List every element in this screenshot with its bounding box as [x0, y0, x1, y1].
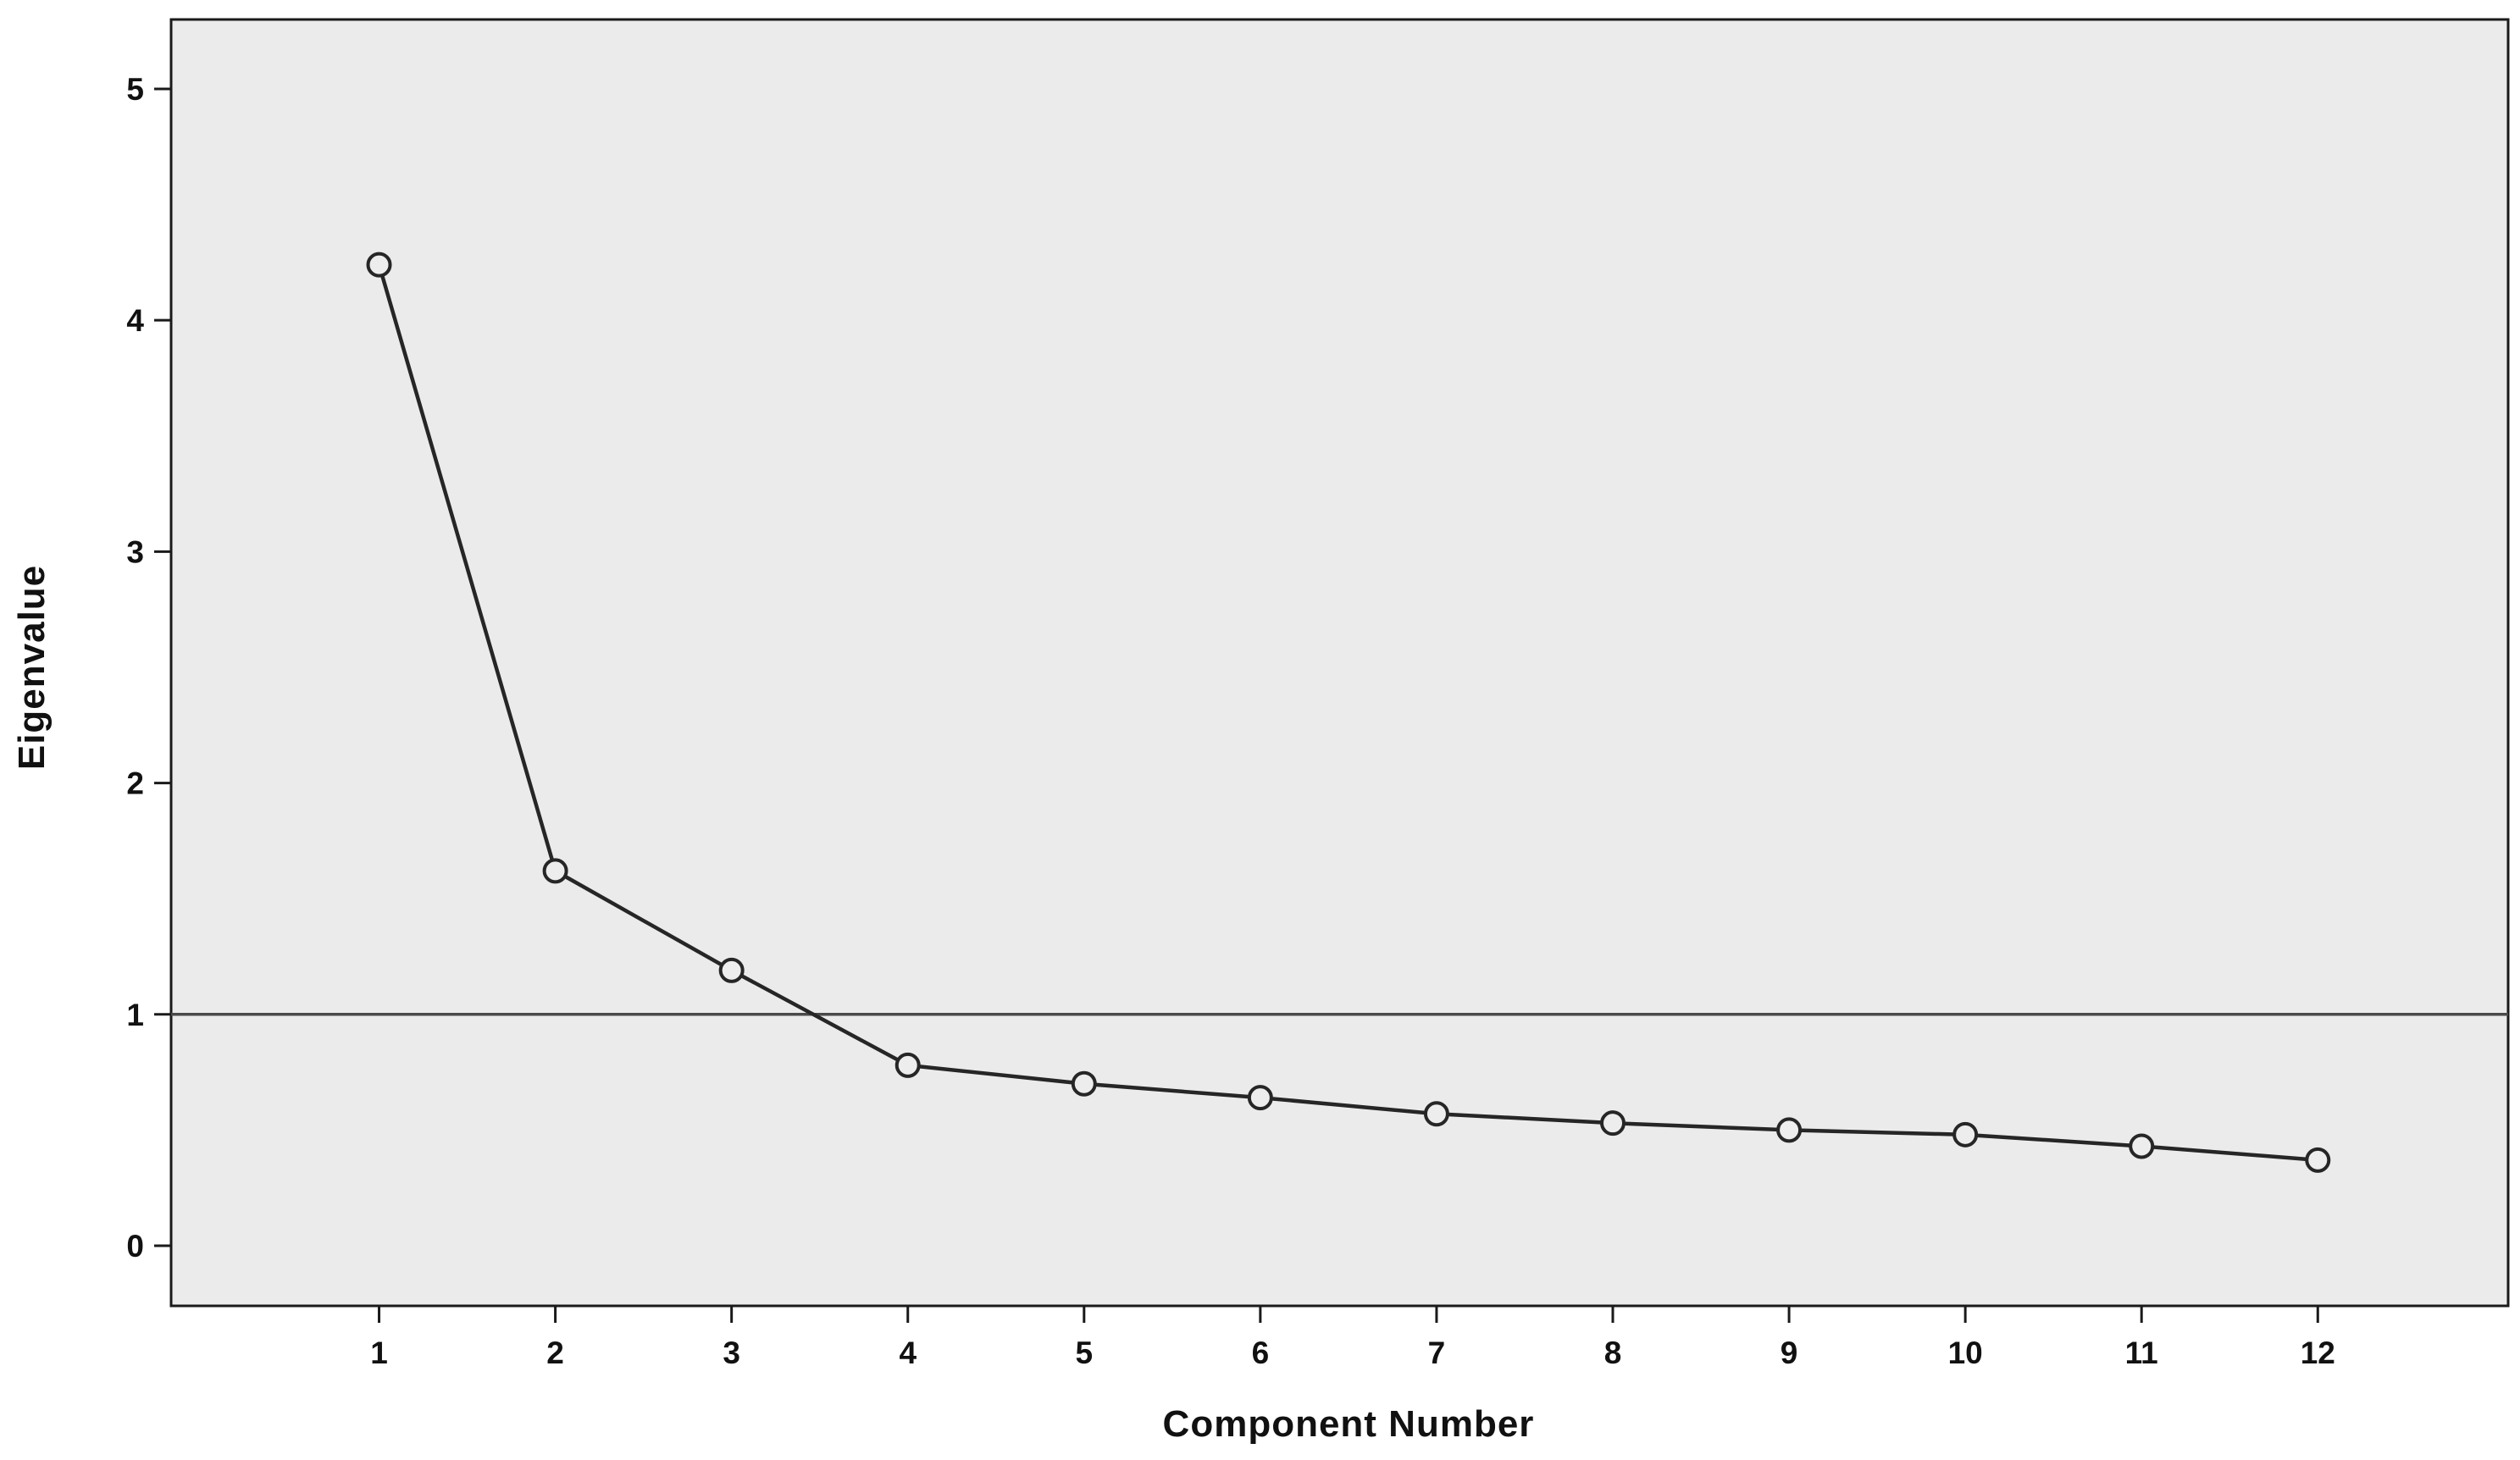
data-point-marker	[1071, 1070, 1097, 1097]
data-point-marker	[1952, 1121, 1979, 1148]
x-tick-label: 1	[370, 1336, 388, 1370]
x-tick-label: 3	[723, 1336, 740, 1370]
x-tick-label: 10	[1948, 1336, 1983, 1370]
x-tick-label: 11	[2125, 1336, 2158, 1370]
y-tick-label: 4	[126, 303, 144, 338]
data-point-marker	[1600, 1110, 1626, 1136]
scree-line	[377, 263, 2318, 1163]
y-tick-label: 0	[126, 1229, 144, 1264]
y-axis-title: Eigenvalue	[11, 565, 53, 770]
x-tick-label: 5	[1076, 1336, 1094, 1370]
data-point-marker	[1776, 1117, 1803, 1143]
x-tick-label: 12	[2301, 1336, 2335, 1370]
y-tick-label: 3	[126, 534, 144, 569]
data-point-marker	[2305, 1147, 2331, 1173]
data-point-marker	[542, 858, 568, 884]
y-tick-label: 1	[126, 998, 144, 1032]
x-tick-label: 2	[546, 1336, 564, 1370]
x-tick-label: 8	[1604, 1336, 1622, 1370]
y-tick-label: 5	[126, 72, 144, 107]
x-tick-label: 4	[899, 1336, 917, 1370]
x-axis-title: Component Number	[1163, 1403, 1535, 1445]
x-tick-label: 6	[1252, 1336, 1270, 1370]
data-point-marker	[2129, 1133, 2155, 1159]
data-point-marker	[1247, 1085, 1273, 1111]
data-point-marker	[366, 252, 392, 278]
x-tick-label: 9	[1781, 1336, 1798, 1370]
data-point-marker	[894, 1052, 921, 1078]
data-point-marker	[718, 957, 745, 983]
y-tick-label: 2	[126, 766, 144, 801]
data-point-marker	[1423, 1101, 1449, 1127]
x-tick-label: 7	[1428, 1336, 1446, 1370]
plot-area	[169, 18, 2510, 1308]
